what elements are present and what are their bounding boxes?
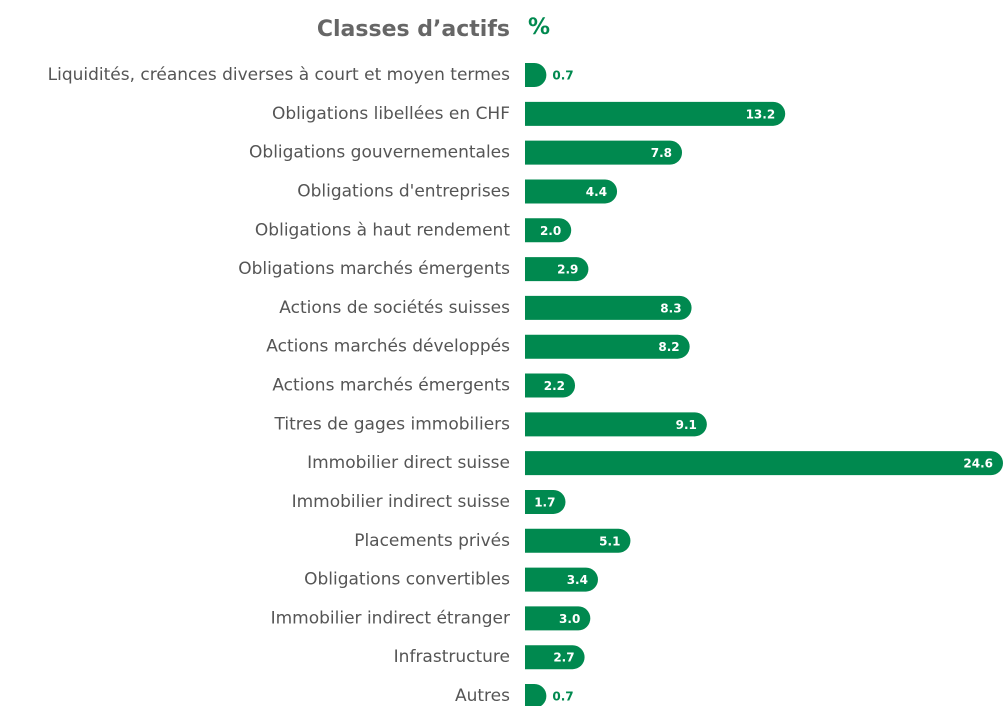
category-label: Titres de gages immobiliers: [274, 414, 511, 434]
value-label: 2.2: [544, 379, 565, 393]
bar: [525, 684, 547, 708]
bar: [525, 528, 631, 553]
value-label: 3.4: [567, 573, 588, 587]
category-label: Actions marchés émergents: [272, 376, 510, 396]
bar: [525, 567, 598, 592]
value-label: 5.1: [599, 534, 620, 548]
bar: [525, 295, 692, 320]
category-label: Immobilier direct suisse: [307, 453, 510, 473]
bar: [525, 412, 707, 437]
bar: [525, 179, 618, 204]
value-label: 2.7: [553, 651, 574, 665]
value-label: 0.7: [552, 690, 573, 704]
bar: [525, 606, 591, 631]
category-label: Obligations gouvernementales: [249, 143, 510, 163]
value-label: 8.2: [658, 340, 679, 354]
value-label: 24.6: [963, 457, 993, 471]
category-label: Obligations convertibles: [304, 570, 510, 590]
category-label: Immobilier indirect suisse: [292, 492, 510, 512]
value-label: 4.4: [586, 185, 607, 199]
category-label: Actions de sociétés suisses: [279, 298, 510, 318]
category-label: Obligations à haut rendement: [255, 220, 510, 240]
value-label: 0.7: [552, 69, 573, 83]
bar: [525, 218, 572, 243]
bar: [525, 334, 690, 359]
bar: [525, 101, 786, 126]
category-label: Placements privés: [354, 531, 510, 551]
category-label: Obligations libellées en CHF: [272, 104, 510, 124]
bar: [525, 373, 576, 398]
category-label: Actions marchés développés: [266, 337, 510, 357]
value-label: 3.0: [559, 612, 580, 626]
value-label: 2.9: [557, 263, 578, 277]
bar: [525, 451, 1003, 476]
bar: [525, 140, 683, 165]
value-label: 7.8: [651, 146, 672, 160]
bar: [525, 489, 566, 514]
value-label: 2.0: [540, 224, 561, 238]
category-label: Liquidités, créances diverses à court et…: [48, 65, 510, 85]
category-label: Immobilier indirect étranger: [271, 608, 510, 628]
chart-title: Classes d’actifs: [317, 17, 510, 42]
bar: [525, 645, 585, 670]
value-label: 1.7: [534, 495, 555, 509]
bar: [525, 257, 589, 282]
value-label: 8.3: [660, 301, 681, 315]
category-label: Obligations d'entreprises: [297, 181, 510, 201]
category-label: Obligations marchés émergents: [238, 259, 510, 279]
value-label: 13.2: [746, 107, 776, 121]
unit-header: %: [528, 15, 550, 40]
value-label: 9.1: [676, 418, 697, 432]
category-label: Infrastructure: [394, 647, 510, 667]
bar: [525, 63, 547, 87]
category-label: Autres: [455, 686, 510, 706]
